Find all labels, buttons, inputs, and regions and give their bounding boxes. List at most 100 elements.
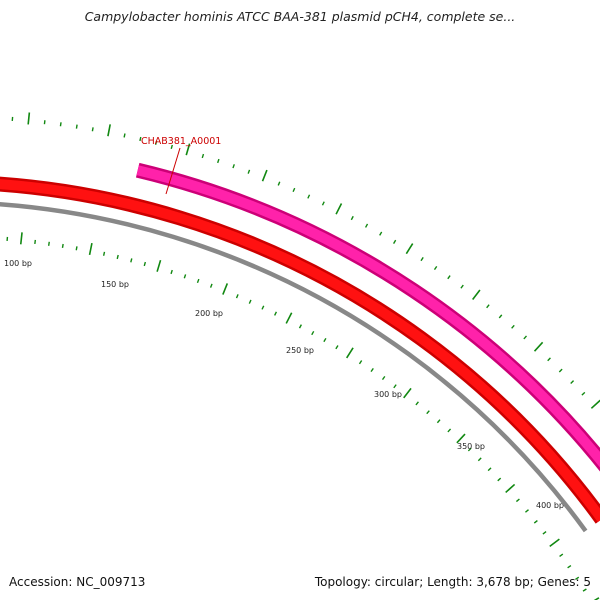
topology-summary: Topology: circular; Length: 3,678 bp; Ge… (314, 575, 591, 589)
tick-label: 150 bp (101, 280, 129, 289)
inner-tick-minor (116, 254, 119, 260)
outer-tick-minor (59, 122, 62, 127)
tick-labels: 100 bp 150 bp 200 bp 250 bp 300 bp 350 bp 400 … (4, 259, 564, 510)
tick-label: 200 bp (195, 309, 223, 318)
inner-tick-major (345, 347, 354, 359)
inner-tick-minor (524, 509, 529, 513)
inner-tick-minor (575, 576, 580, 581)
inner-tick-major (593, 597, 600, 600)
inner-tick-major (505, 483, 516, 494)
outer-tick-major (590, 399, 600, 409)
inner-tick-minor (582, 588, 587, 592)
outer-tick-minor (379, 231, 383, 236)
outer-tick-minor (447, 275, 451, 280)
inner-tick-minor (61, 243, 64, 249)
outer-tick-minor (570, 380, 575, 384)
inner-tick-minor (381, 375, 386, 381)
inner-tick-minor (487, 467, 492, 472)
inner-tick-major (156, 259, 162, 272)
inner-tick-major (285, 312, 293, 324)
inner-tick-minor (335, 345, 339, 350)
inner-tick-minor (34, 239, 37, 245)
outer-tick-minor (232, 164, 235, 169)
inner-tick-major (19, 232, 23, 245)
inner-tick-minor (143, 261, 147, 267)
outer-tick-minor (91, 127, 94, 132)
inner-tick-minor (497, 477, 502, 482)
inner-tick-minor (477, 457, 482, 462)
outer-tick-major (533, 341, 544, 352)
inner-tick-minor (415, 401, 419, 406)
inner-tick-minor (542, 531, 547, 535)
tick-label: 350 bp (457, 442, 485, 451)
outer-tick-major (472, 289, 481, 301)
outer-tick-ring (11, 112, 600, 409)
outer-tick-minor (558, 368, 563, 373)
inner-tick-major (88, 242, 93, 256)
gene-arc-reverse-strand[interactable] (136, 165, 600, 498)
tick-label: 100 bp (4, 259, 32, 268)
inner-tick-minor (447, 428, 452, 433)
outer-tick-minor (547, 357, 551, 362)
inner-tick-minor (559, 553, 564, 557)
outer-tick-major (107, 124, 111, 137)
outer-tick-major (335, 203, 343, 215)
backbone-circle (0, 202, 588, 533)
outer-tick-minor (277, 181, 281, 186)
inner-tick-minor (209, 283, 213, 288)
tick-label: 400 bp (536, 501, 564, 510)
inner-tick-minor (170, 269, 173, 275)
inner-tick-major (456, 433, 466, 444)
outer-tick-minor (350, 215, 354, 221)
outer-tick-minor (511, 324, 515, 329)
outer-tick-minor (523, 335, 528, 340)
tick-label: 300 bp (374, 390, 402, 399)
inner-tick-major (549, 538, 560, 547)
outer-tick-minor (321, 201, 325, 206)
gene-label-leader-line (165, 147, 181, 195)
outer-tick-minor (392, 239, 397, 244)
outer-tick-minor (433, 265, 438, 271)
inner-tick-minor (235, 294, 239, 299)
outer-tick-minor (170, 144, 173, 150)
inner-tick-minor (393, 384, 397, 389)
tick-label: 250 bp (286, 346, 314, 355)
inner-tick-minor (533, 519, 538, 524)
inner-tick-minor (274, 311, 278, 316)
outer-tick-minor (460, 284, 464, 289)
inner-tick-minor (515, 498, 520, 503)
outer-tick-minor (307, 194, 311, 199)
inner-tick-minor (102, 251, 106, 256)
gene-label-chab381-a0001[interactable]: CHAB381_A0001 (141, 136, 221, 147)
outer-tick-minor (75, 124, 78, 129)
outer-tick-minor (292, 187, 296, 193)
inner-tick-ring (6, 232, 600, 600)
inner-tick-minor (196, 278, 200, 284)
outer-tick-minor (247, 169, 251, 174)
inner-tick-minor (436, 419, 441, 424)
inner-tick-minor (370, 367, 374, 373)
outer-tick-minor (139, 136, 142, 142)
inner-tick-minor (323, 337, 327, 343)
outer-tick-minor (154, 140, 158, 145)
outer-tick-minor (581, 391, 586, 396)
outer-tick-minor (123, 133, 126, 138)
inner-tick-minor (183, 274, 187, 279)
inner-tick-minor (467, 447, 472, 452)
inner-tick-major (222, 283, 229, 295)
outer-tick-minor (486, 304, 490, 309)
outer-tick-minor (364, 223, 369, 228)
inner-tick-minor (567, 565, 572, 569)
inner-tick-minor (298, 324, 302, 329)
inner-tick-minor (426, 410, 430, 415)
gene-arc-chab381-a0001[interactable] (0, 179, 600, 523)
outer-tick-minor (498, 314, 503, 319)
inner-tick-minor (311, 330, 315, 336)
inner-tick-minor (47, 241, 50, 246)
map-title: Campylobacter hominis ATCC BAA-381 plasm… (84, 9, 516, 24)
inner-tick-minor (358, 360, 363, 365)
outer-tick-minor (201, 153, 205, 159)
inner-tick-minor (261, 305, 265, 310)
outer-tick-major (405, 243, 414, 255)
